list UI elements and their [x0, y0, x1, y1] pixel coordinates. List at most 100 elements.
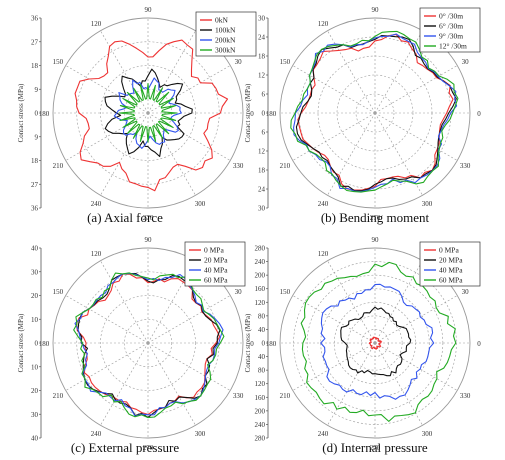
radial-tick-label: 40	[31, 245, 39, 253]
angle-tick-label: 90	[372, 6, 380, 14]
legend-label: 12° /30m	[439, 42, 467, 51]
grid-spoke	[100, 112, 149, 196]
radial-tick-label: 0	[262, 340, 266, 348]
grid-ring	[306, 274, 444, 412]
angle-tick-label: 120	[318, 250, 329, 258]
radial-tick-label: 0	[35, 110, 39, 118]
series-line-20-mpa	[77, 272, 221, 418]
legend-label: 9° /30m	[439, 32, 463, 41]
y-axis-label: Contact stress (MPa)	[17, 83, 25, 142]
grid-spoke	[374, 260, 423, 344]
radial-tick-label: 240	[255, 421, 266, 429]
angle-tick-label: 90	[145, 236, 153, 244]
grid-ring	[355, 93, 395, 133]
polar-panel-3: 0306090120150180210240270300330403020100…	[17, 236, 254, 455]
radial-tick-label: 6	[262, 129, 266, 137]
angle-tick-label: 150	[53, 288, 64, 296]
angle-tick-label: 270	[143, 444, 154, 452]
angle-tick-label: 270	[143, 214, 154, 222]
panel-caption: (d) Internal pressure	[322, 440, 428, 455]
polar-panel-2: 0306090120150180210240270300330302418126…	[244, 6, 481, 225]
radial-tick-label: 10	[31, 363, 39, 371]
angle-tick-label: 30	[235, 58, 243, 66]
grid-spoke	[100, 342, 149, 426]
series-line-60-mpa	[300, 261, 457, 422]
grid-spoke	[374, 295, 458, 344]
radial-tick-label: 0	[35, 340, 39, 348]
grid-ring	[347, 315, 403, 371]
radial-tick-label: 20	[31, 387, 39, 395]
grid-ring	[52, 247, 244, 439]
radial-tick-label: 120	[255, 299, 266, 307]
radial-tick-label: 40	[258, 326, 266, 334]
radial-tick-label: 200	[255, 407, 266, 415]
angle-tick-label: 240	[318, 430, 329, 438]
angle-tick-label: 180	[39, 110, 50, 118]
grid-ring	[279, 247, 471, 439]
polar-panel-4: 0306090120150180210240270300330280240200…	[244, 236, 481, 455]
angle-tick-label: 210	[53, 162, 64, 170]
series-line-300kn	[118, 83, 178, 143]
angle-tick-label: 270	[370, 214, 381, 222]
radial-tick-label: 30	[258, 15, 266, 23]
grid-spoke	[327, 30, 376, 114]
panel-caption: (b) Bending moment	[321, 210, 430, 225]
legend-label: 0 MPa	[439, 246, 459, 255]
legend-label: 6° /30m	[439, 22, 463, 31]
angle-tick-label: 240	[91, 430, 102, 438]
series-line-40-mpa	[320, 283, 435, 400]
radial-tick-label: 160	[255, 394, 266, 402]
angle-tick-label: 330	[460, 392, 471, 400]
radial-tick-label: 12	[258, 148, 266, 156]
angle-tick-label: 180	[39, 340, 50, 348]
grid-ring	[100, 295, 196, 391]
legend-label: 200kN	[215, 36, 236, 45]
series-line-0kn	[74, 39, 229, 192]
angle-tick-label: 30	[235, 288, 243, 296]
radial-tick-label: 160	[255, 285, 266, 293]
grid-spoke	[327, 260, 376, 344]
angle-tick-label: 210	[280, 392, 291, 400]
legend-label: 60 MPa	[204, 276, 228, 285]
radial-tick-label: 0	[262, 110, 266, 118]
radial-tick-label: 280	[255, 435, 266, 443]
angle-tick-label: 180	[266, 340, 277, 348]
angle-tick-label: 210	[280, 162, 291, 170]
legend-label: 20 MPa	[204, 256, 228, 265]
angle-tick-label: 330	[460, 162, 471, 170]
grid-spoke	[292, 65, 376, 114]
angle-tick-label: 210	[53, 392, 64, 400]
radial-tick-label: 280	[255, 245, 266, 253]
angle-tick-label: 300	[422, 200, 433, 208]
y-axis-label: Contact stress (MPa)	[17, 313, 25, 372]
radial-tick-label: 30	[31, 268, 39, 276]
legend-label: 60 MPa	[439, 276, 463, 285]
angle-tick-label: 0	[250, 340, 254, 348]
polar-panel-1: 0306090120150180210240270300330362718909…	[17, 6, 257, 225]
grid-spoke	[100, 260, 149, 344]
angle-tick-label: 270	[370, 444, 381, 452]
radial-tick-label: 20	[31, 292, 39, 300]
panel-caption: (c) External pressure	[71, 440, 180, 455]
series-line-0-mpa	[75, 273, 221, 415]
legend-label: 0° /30m	[439, 12, 463, 21]
angle-tick-label: 120	[91, 20, 102, 28]
series-line-20-mpa	[340, 306, 412, 377]
radial-tick-label: 6	[262, 91, 266, 99]
series-line-6-30m	[295, 34, 457, 192]
radial-tick-label: 30	[258, 205, 266, 213]
angle-tick-label: 330	[233, 392, 244, 400]
grid-spoke	[327, 112, 376, 196]
grid-spoke	[374, 30, 423, 114]
legend-label: 100kN	[215, 26, 236, 35]
radial-tick-label: 120	[255, 380, 266, 388]
radial-tick-label: 18	[258, 167, 266, 175]
grid-ring	[52, 17, 244, 209]
radial-tick-label: 12	[258, 72, 266, 80]
angle-tick-label: 0	[477, 110, 481, 118]
grid-ring	[279, 17, 471, 209]
radial-tick-label: 24	[258, 186, 266, 194]
angle-tick-label: 300	[195, 200, 206, 208]
legend-box	[195, 11, 257, 57]
radial-tick-label: 27	[31, 181, 39, 189]
